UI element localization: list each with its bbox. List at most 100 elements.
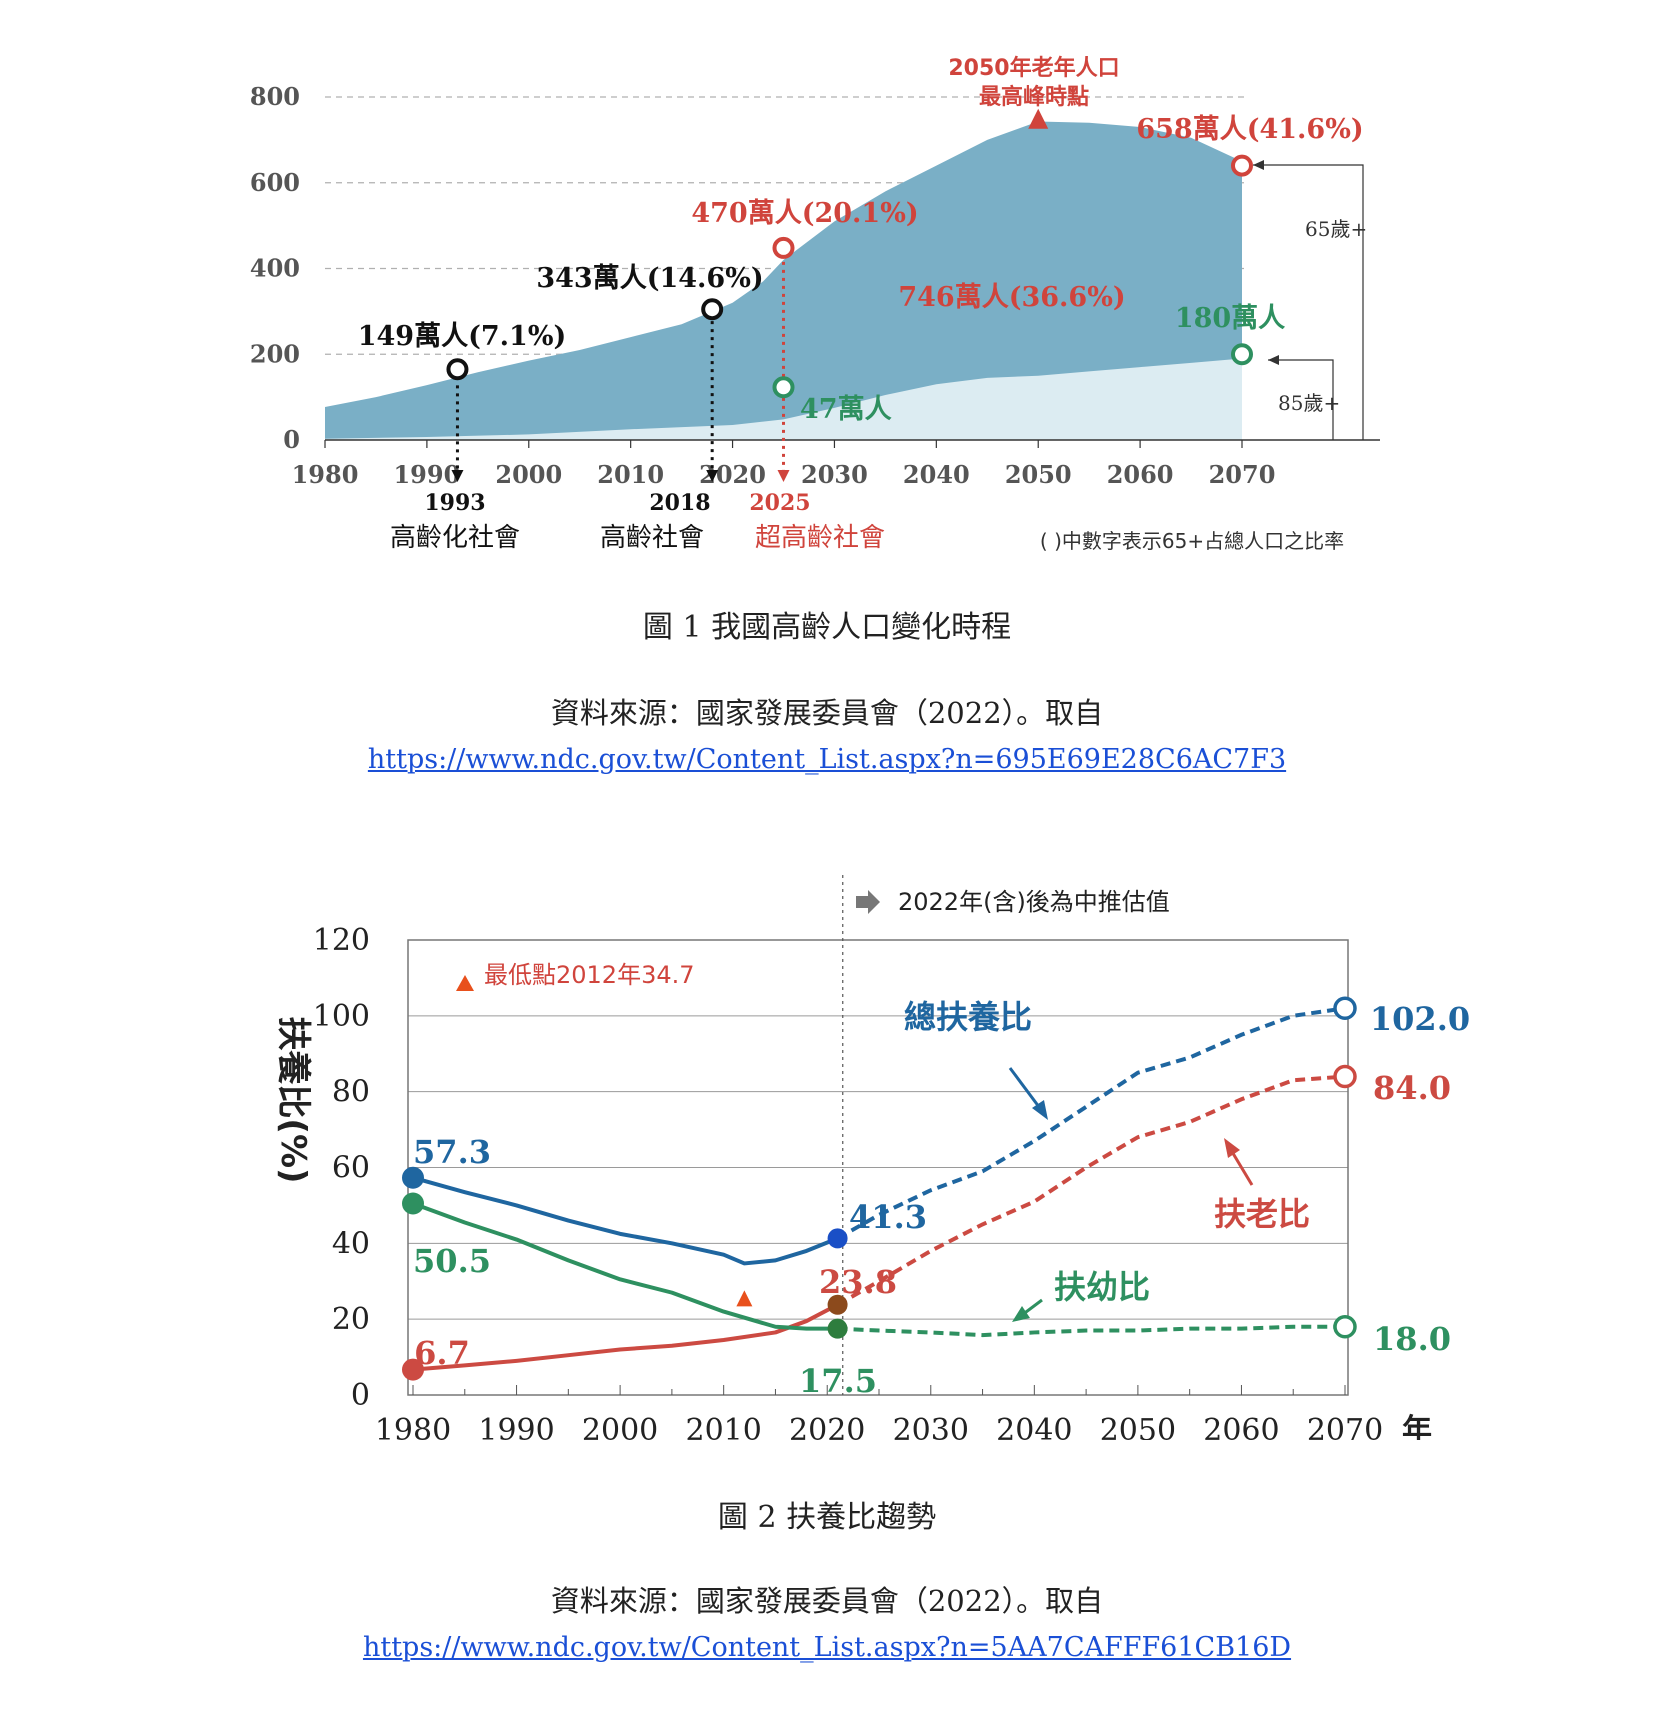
- chart1-tick-labels: 1980 1990 2000 2010 2020 2030 2040 2050 2060 2070…: [250, 82, 1276, 489]
- mid-value-youth: 17.5: [799, 1362, 877, 1400]
- figure2-source-link[interactable]: https://www.ndc.gov.tw/Content_List.aspx…: [362, 1632, 1292, 1663]
- label-65-plus: 65歲+: [1305, 217, 1367, 241]
- milestone-label-2025: 超高齡社會: [755, 523, 885, 553]
- dependency-ratio-chart: 1980 1990 2000 2010 2020 2030 2040 2050 2060 2070…: [273, 875, 1470, 1440]
- x-tick-label-1980: 1980: [375, 1413, 451, 1440]
- series-label-youth: 扶幼比: [1054, 1268, 1150, 1306]
- figure2-source: 資料來源：國家發展委員會（2022）。取自: [550, 1584, 1104, 1618]
- milestone-year-1993: 1993: [424, 490, 485, 516]
- x-tick-label-2040: 2040: [903, 460, 970, 489]
- milestone-arrowhead-1993: [451, 470, 464, 482]
- annotation-6: 180萬人: [1175, 303, 1285, 334]
- area-85-plus: [325, 358, 1242, 440]
- end-point-youth: [1333, 1315, 1357, 1339]
- figure1-title: 圖 1 我國高齡人口變化時程: [642, 610, 1012, 645]
- mid-point-elderly: [827, 1294, 848, 1315]
- y-tick-label-80: 80: [332, 1075, 370, 1110]
- chart1-axes: [324, 160, 1380, 448]
- y-tick-label-40: 40: [332, 1226, 370, 1261]
- chart2-gridlines: [408, 1015, 1348, 1320]
- start-value-total: 57.3: [413, 1133, 491, 1171]
- annotation-4: 746萬人(36.6%): [898, 282, 1125, 313]
- start-value-elderly: 6.7: [414, 1334, 470, 1372]
- x-tick-label-2050: 2050: [1100, 1413, 1176, 1440]
- line-elderly-actual: [412, 1302, 839, 1372]
- peak-label-line1: 2050年老年人口: [948, 55, 1119, 81]
- start-point-elderly: [402, 1358, 424, 1381]
- min-note-triangle-icon: [456, 975, 474, 991]
- marker-3: [772, 376, 795, 399]
- figure1-source: 資料來源：國家發展委員會（2022）。取自: [550, 696, 1104, 730]
- x-tick-label-1980: 1980: [292, 460, 359, 489]
- y-tick-label-0: 0: [283, 425, 300, 454]
- x-axis-unit: 年: [1402, 1413, 1432, 1440]
- x-tick-label-2020: 2020: [789, 1413, 865, 1440]
- x-tick-label-2000: 2000: [495, 460, 562, 489]
- x-tick-label-1990: 1990: [478, 1413, 554, 1440]
- x-tick-label-2030: 2030: [801, 460, 868, 489]
- mid-value-total: 41.3: [849, 1198, 927, 1236]
- bracket-85: [1268, 359, 1334, 440]
- x-tick-label-2040: 2040: [996, 1413, 1072, 1440]
- y-tick-label-100: 100: [313, 999, 370, 1034]
- ratio-note: ( )中數字表示65+占總人口之比率: [1040, 529, 1344, 553]
- pointer-total-head: [1032, 1100, 1048, 1120]
- y-axis-label: 扶養比(%): [273, 1016, 313, 1183]
- milestone-year-2018: 2018: [649, 490, 710, 516]
- bracket-65: [1253, 164, 1364, 440]
- start-point-youth: [402, 1192, 424, 1215]
- marker-4: [1231, 154, 1253, 177]
- projection-arrow-icon: [856, 890, 880, 914]
- line-total-actual: [412, 1175, 839, 1266]
- x-tick-label-2010: 2010: [685, 1413, 761, 1440]
- marker-5: [1231, 343, 1253, 366]
- peak-marker: [1028, 108, 1049, 129]
- y-tick-label-600: 600: [250, 168, 300, 197]
- x-tick-label-2010: 2010: [597, 460, 664, 489]
- x-tick-label-2060: 2060: [1107, 460, 1174, 489]
- series-label-total: 總扶養比: [904, 998, 1032, 1036]
- min-note: 最低點2012年34.7: [484, 961, 695, 989]
- milestone-label-1993: 高齡化社會: [390, 523, 520, 553]
- line-youth-actual: [412, 1201, 838, 1331]
- x-tick-label-2030: 2030: [893, 1413, 969, 1440]
- chart2-lines: [402, 996, 1357, 1381]
- chart1-annotations: 149萬人(7.1%) 343萬人(14.6%) 470萬人(20.1%) 47萬人 7…: [358, 108, 1364, 482]
- mid-point-youth: [827, 1318, 848, 1339]
- chart2-tick-labels: 1980 1990 2000 2010 2020 2030 2040 2050 2060 2070…: [313, 923, 1383, 1440]
- x-tick-label-2060: 2060: [1203, 1413, 1279, 1440]
- mid-point-total: [827, 1228, 848, 1249]
- x-tick-label-2050: 2050: [1005, 460, 1072, 489]
- y-tick-label-800: 800: [250, 82, 300, 111]
- bracket-65-arrowhead: [1253, 160, 1264, 170]
- chart2-axes: [407, 875, 1349, 1396]
- aging-population-chart: 1980 1990 2000 2010 2020 2030 2040 2050 2060 2070…: [250, 55, 1380, 553]
- annotation-5: 658萬人(41.6%): [1136, 114, 1363, 145]
- line-total-projection: [836, 1006, 1346, 1241]
- y-tick-label-20: 20: [332, 1302, 370, 1337]
- marker-0: [446, 358, 469, 381]
- peak-label-line2: 最高峰時點: [979, 84, 1089, 110]
- annotation-2: 470萬人(20.1%): [691, 198, 918, 229]
- series-label-elderly: 扶老比: [1214, 1195, 1310, 1233]
- annotation-3: 47萬人: [800, 394, 892, 425]
- y-tick-label-60: 60: [332, 1151, 370, 1186]
- x-tick-label-1990: 1990: [393, 460, 460, 489]
- marker-2: [772, 236, 795, 259]
- figure1-source-link[interactable]: https://www.ndc.gov.tw/Content_List.aspx…: [367, 744, 1287, 775]
- y-tick-label-0: 0: [351, 1378, 370, 1413]
- milestone-year-2025: 2025: [749, 490, 810, 516]
- start-value-youth: 50.5: [413, 1242, 491, 1280]
- line-youth-projection: [837, 1324, 1345, 1338]
- x-tick-label-2070: 2070: [1209, 460, 1276, 489]
- mid-value-elderly: 23.8: [819, 1263, 897, 1301]
- milestone-arrowhead-2018: [706, 470, 719, 482]
- end-point-total: [1333, 996, 1357, 1020]
- line-elderly-projection: [836, 1074, 1346, 1307]
- pointer-elderly-head: [1224, 1138, 1240, 1158]
- end-value-youth: 18.0: [1373, 1320, 1451, 1358]
- end-value-elderly: 84.0: [1373, 1069, 1451, 1107]
- y-tick-label-400: 400: [250, 254, 300, 283]
- end-value-total: 102.0: [1370, 1000, 1470, 1038]
